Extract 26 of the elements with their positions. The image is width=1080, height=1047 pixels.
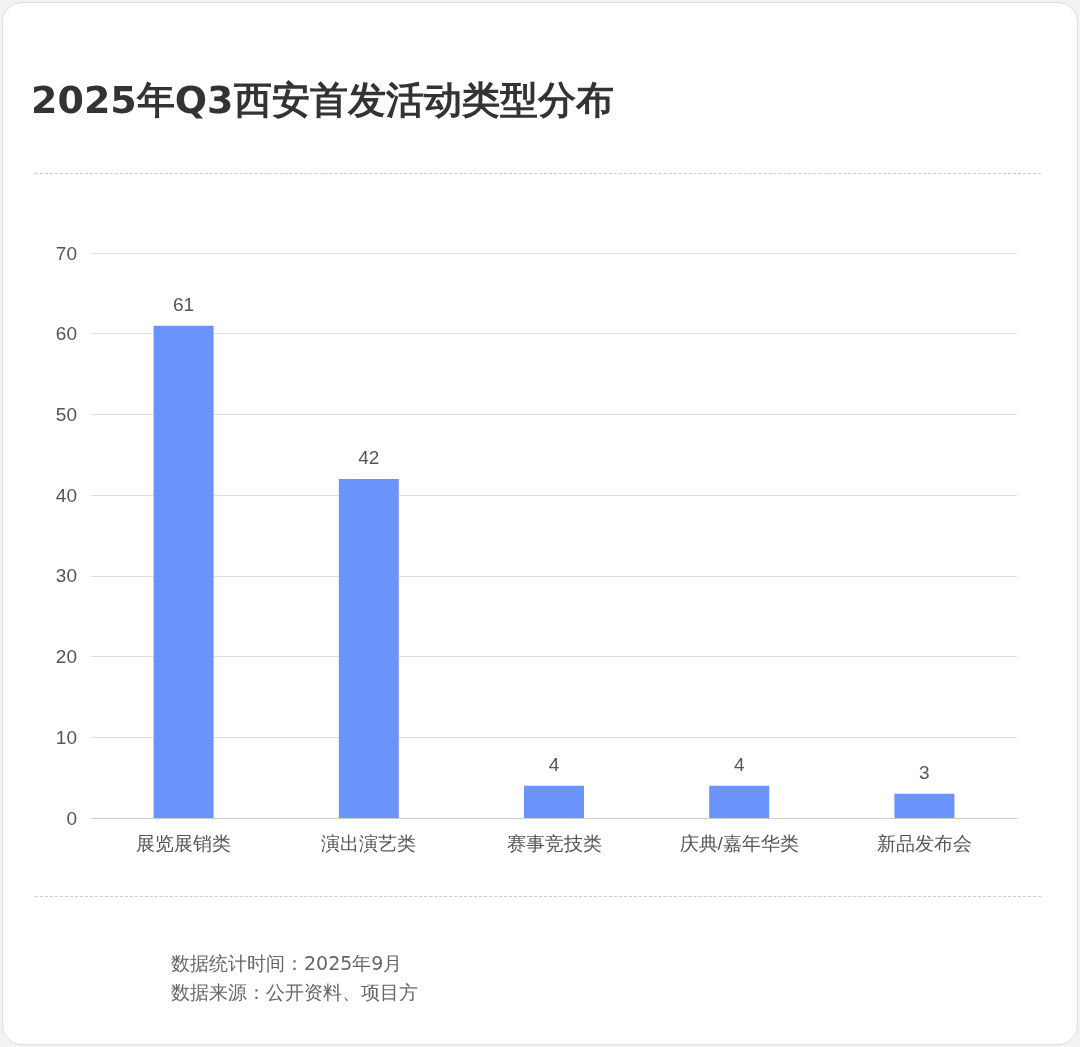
x-tick-label: 新品发布会: [876, 833, 972, 854]
chart-title: 2025年Q3西安首发活动类型分布: [31, 77, 614, 124]
x-tick-label: 赛事竞技类: [506, 833, 602, 854]
y-tick-label: 70: [55, 242, 77, 264]
data-label: 3: [919, 761, 930, 783]
bar: [153, 325, 214, 818]
y-tick-label: 50: [55, 403, 77, 425]
y-tick-label: 0: [66, 807, 77, 829]
y-tick-label: 40: [55, 484, 77, 506]
bar: [709, 785, 770, 818]
y-tick-label: 10: [55, 726, 77, 748]
bar: [894, 793, 955, 818]
data-label: 4: [548, 753, 560, 775]
data-label: 42: [358, 447, 380, 468]
x-tick-label: 展览展销类: [136, 833, 232, 854]
data-label: 4: [733, 753, 745, 775]
x-tick-label: 庆典/嘉年华类: [679, 833, 799, 854]
bar: [338, 479, 399, 818]
y-tick-label: 60: [55, 323, 77, 345]
x-tick-label: 演出演艺类: [321, 833, 417, 854]
source-note: 数据来源：公开资料、项目方: [171, 980, 418, 1005]
y-tick-label: 20: [55, 646, 77, 668]
text: 数据统计时间：2025年9月: [171, 951, 404, 976]
data-label: 61: [173, 293, 195, 315]
bar: [524, 785, 584, 818]
y-tick-label: 30: [55, 565, 77, 587]
